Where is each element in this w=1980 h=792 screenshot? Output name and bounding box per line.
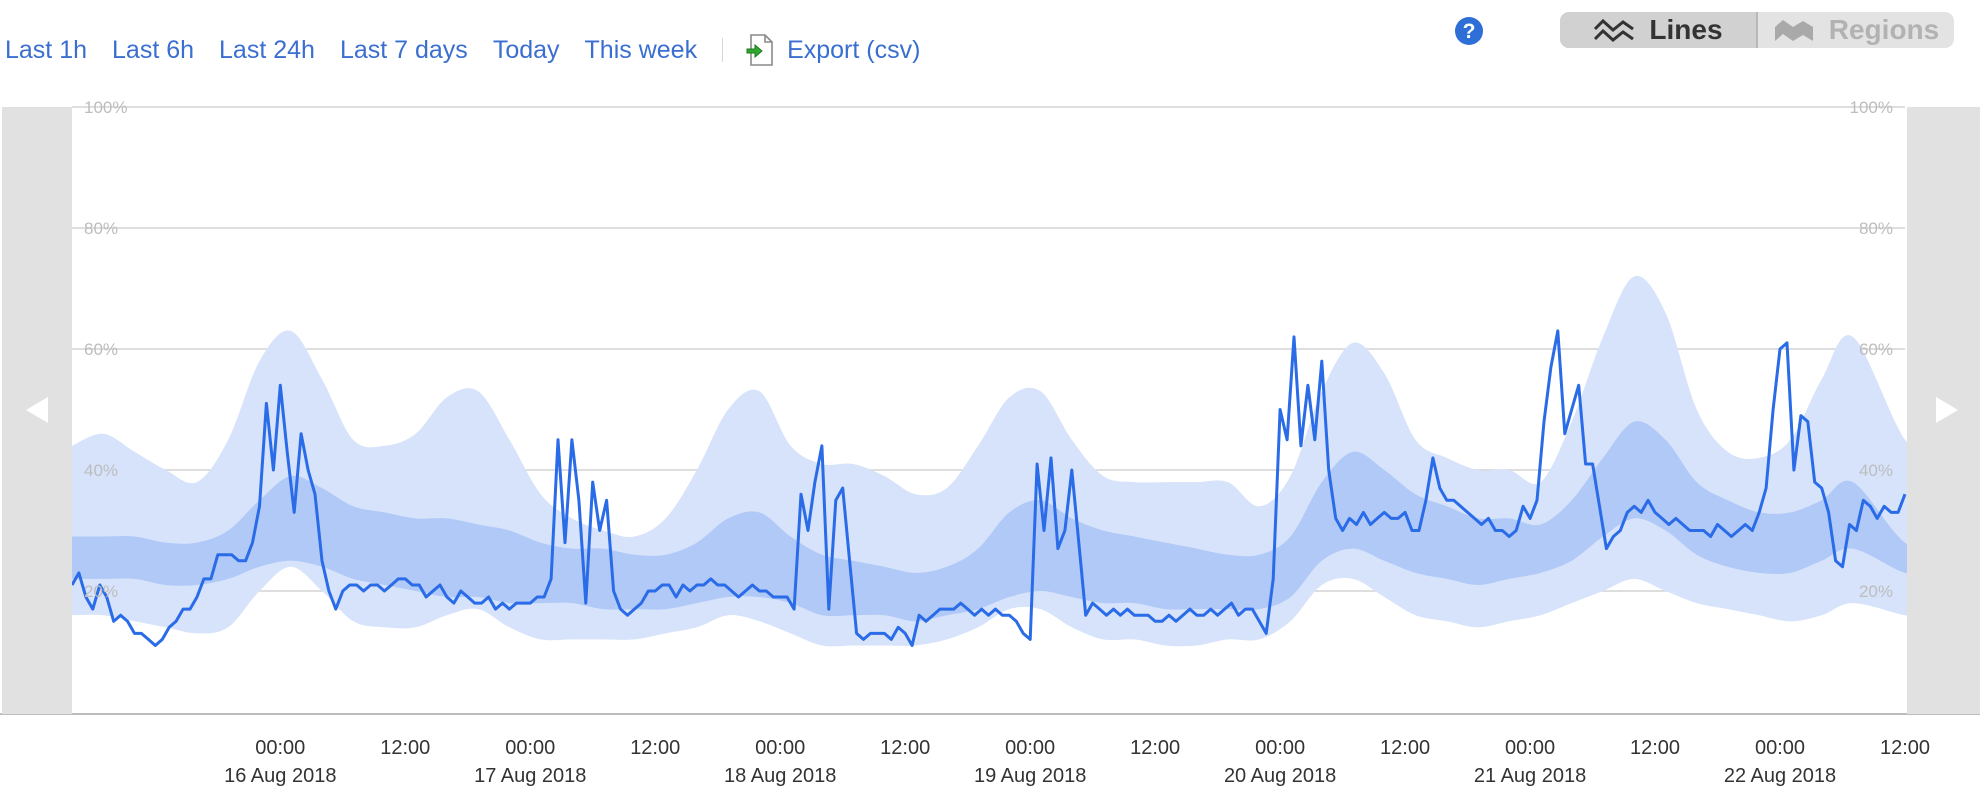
y-tick-label-left: 40%: [84, 461, 118, 480]
series-line: [70, 329, 1907, 647]
range-last-24h-link[interactable]: Last 24h: [219, 35, 315, 64]
export-csv-label: Export (csv): [787, 35, 921, 64]
chevron-left-icon: [26, 397, 48, 423]
x-tick-label: 00:00: [1505, 737, 1555, 759]
question-circle-icon[interactable]: ?: [1454, 16, 1484, 46]
x-tick-label: 12:00: [1380, 737, 1430, 759]
y-tick-label-right: 80%: [1859, 219, 1893, 238]
range-last-6h-link[interactable]: Last 6h: [112, 35, 195, 64]
toolbar-separator: [722, 38, 724, 62]
regions-mode-button[interactable]: Regions: [1758, 12, 1954, 48]
toolbar: Last 1h Last 6h Last 24h Last 7 days Tod…: [0, 30, 1000, 70]
x-tick-label: 00:00: [1005, 737, 1055, 759]
y-axis-left: 100% 80% 60% 40% 20%: [84, 98, 127, 601]
inner-range-band: [72, 421, 1947, 622]
x-tick-label: 00:00: [1255, 737, 1305, 759]
view-mode-toggle: Lines Regions: [1560, 12, 1954, 48]
next-period-button[interactable]: [1907, 107, 1980, 714]
x-date-label: 18 Aug 2018: [724, 765, 836, 787]
x-date-label: 19 Aug 2018: [974, 765, 1086, 787]
y-axis-right: 100% 80% 60% 40% 20%: [1850, 98, 1893, 601]
x-tick-label: 12:00: [880, 737, 930, 759]
range-today-link[interactable]: Today: [492, 35, 560, 64]
y-tick-label-right: 60%: [1859, 340, 1893, 359]
x-date-label: 16 Aug 2018: [224, 765, 336, 787]
prev-period-button[interactable]: [2, 107, 72, 714]
y-tick-label-left: 80%: [84, 219, 118, 238]
range-this-week-link[interactable]: This week: [584, 35, 698, 64]
lines-mode-label: Lines: [1649, 14, 1723, 45]
x-tick-label: 00:00: [755, 737, 805, 759]
range-last-1h-link[interactable]: Last 1h: [5, 35, 88, 64]
x-tick-label: 00:00: [255, 737, 305, 759]
y-tick-label-right: 40%: [1859, 461, 1893, 480]
x-date-label: 17 Aug 2018: [474, 765, 586, 787]
x-axis: 00:00 16 Aug 2018 12:00 00:00 17 Aug 2018 12:…: [224, 737, 1930, 787]
lines-icon: [1594, 18, 1635, 42]
y-tick-label-right: 20%: [1859, 582, 1893, 601]
chevron-right-icon: [1936, 397, 1958, 423]
range-bands: [72, 275, 1947, 647]
x-tick-label: 12:00: [1630, 737, 1680, 759]
regions-icon: [1774, 20, 1813, 41]
x-date-label: 20 Aug 2018: [1224, 765, 1336, 787]
x-tick-label: 12:00: [1880, 737, 1930, 759]
regions-mode-label: Regions: [1828, 14, 1940, 45]
lines-mode-button[interactable]: Lines: [1560, 12, 1758, 48]
export-file-icon: [746, 34, 773, 66]
y-tick-label-right: 100%: [1850, 98, 1893, 117]
x-date-label: 21 Aug 2018: [1474, 765, 1586, 787]
x-tick-label: 00:00: [505, 737, 555, 759]
y-tick-label-left: 60%: [84, 340, 118, 359]
x-date-label: 22 Aug 2018: [1724, 765, 1836, 787]
chart-series: [70, 329, 1907, 647]
y-tick-label-left: 20%: [84, 582, 118, 601]
x-tick-label: 12:00: [1130, 737, 1180, 759]
export-csv-button[interactable]: Export (csv): [745, 33, 920, 67]
range-last-7-days-link[interactable]: Last 7 days: [339, 35, 468, 64]
x-tick-label: 12:00: [380, 737, 430, 759]
x-tick-label: 12:00: [630, 737, 680, 759]
x-tick-label: 00:00: [1755, 737, 1805, 759]
y-tick-label-left: 100%: [84, 98, 127, 117]
svg-text:?: ?: [1463, 20, 1476, 43]
